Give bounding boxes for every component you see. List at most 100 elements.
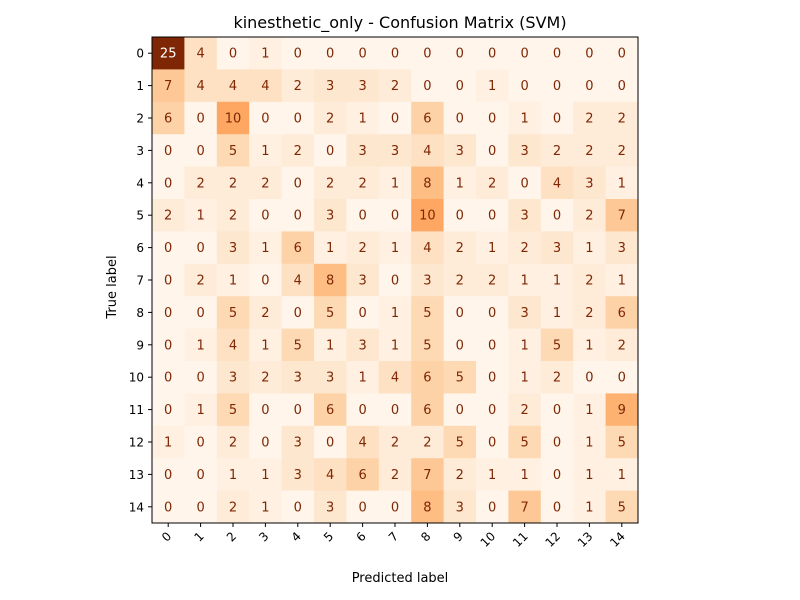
cell-value-10-7: 4 bbox=[391, 371, 399, 386]
cell-value-8-5: 5 bbox=[326, 306, 334, 321]
y-tick-label-3: 3 bbox=[136, 144, 144, 158]
cell-value-12-13: 1 bbox=[585, 436, 593, 451]
heatmap-cell-4-9 bbox=[443, 166, 477, 200]
cell-value-12-1: 0 bbox=[196, 436, 204, 451]
heatmap-cell-6-8 bbox=[411, 231, 445, 265]
heatmap-cell-8-0 bbox=[152, 296, 185, 330]
heatmap-cell-12-10 bbox=[476, 425, 509, 459]
heatmap-cell-8-3 bbox=[249, 296, 283, 330]
cell-value-2-11: 1 bbox=[520, 112, 528, 127]
heatmap-cell-10-11 bbox=[508, 361, 542, 394]
heatmap-cell-2-11 bbox=[508, 101, 542, 135]
cell-value-5-8: 10 bbox=[419, 209, 436, 224]
heatmap-cell-1-2 bbox=[216, 69, 250, 103]
heatmap-cell-13-10 bbox=[476, 458, 509, 492]
heatmap-cell-10-3 bbox=[249, 361, 283, 394]
heatmap-cell-2-10 bbox=[476, 101, 509, 135]
heatmap-cell-7-7 bbox=[378, 263, 412, 297]
heatmap-cell-4-8 bbox=[411, 166, 445, 200]
cell-value-2-9: 0 bbox=[456, 112, 464, 127]
heatmap-cell-11-4 bbox=[281, 393, 315, 427]
heatmap-cell-11-14 bbox=[605, 393, 639, 427]
heatmap-cell-5-14 bbox=[605, 199, 639, 232]
cell-value-4-8: 8 bbox=[423, 176, 431, 191]
heatmap-cell-4-5 bbox=[314, 166, 347, 200]
cell-value-10-10: 0 bbox=[488, 371, 496, 386]
cell-value-14-12: 0 bbox=[553, 500, 561, 515]
y-tick-label-0: 0 bbox=[136, 47, 144, 61]
heatmap-cell-8-9 bbox=[443, 296, 477, 330]
heatmap-cell-3-1 bbox=[184, 134, 218, 168]
heatmap-cell-6-13 bbox=[573, 231, 607, 265]
heatmap-cell-11-8 bbox=[411, 393, 445, 427]
cell-value-14-10: 0 bbox=[488, 500, 496, 515]
cell-value-3-9: 3 bbox=[456, 144, 464, 159]
heatmap-cell-12-3 bbox=[249, 425, 283, 459]
heatmap-cell-12-13 bbox=[573, 425, 607, 459]
heatmap-cell-2-3 bbox=[249, 101, 283, 135]
cell-value-6-14: 3 bbox=[618, 241, 626, 256]
cell-value-13-2: 1 bbox=[229, 468, 237, 483]
heatmap-cell-6-1 bbox=[184, 231, 218, 265]
y-tick-label-5: 5 bbox=[136, 209, 144, 223]
cell-value-10-9: 5 bbox=[456, 371, 464, 386]
cell-value-5-2: 2 bbox=[229, 209, 237, 224]
heatmap-cell-9-13 bbox=[573, 328, 607, 362]
cell-value-1-11: 0 bbox=[520, 79, 528, 94]
cell-value-13-8: 7 bbox=[423, 468, 431, 483]
heatmap-cell-11-0 bbox=[152, 393, 185, 427]
heatmap-cell-4-13 bbox=[573, 166, 607, 200]
heatmap-cell-2-7 bbox=[378, 101, 412, 135]
cell-value-7-9: 2 bbox=[456, 274, 464, 289]
heatmap-cell-7-6 bbox=[346, 263, 380, 297]
cell-value-3-13: 2 bbox=[585, 144, 593, 159]
cell-value-1-6: 3 bbox=[358, 79, 366, 94]
heatmap-cell-1-13 bbox=[573, 69, 607, 103]
heatmap-cell-5-13 bbox=[573, 199, 607, 232]
cell-value-9-5: 1 bbox=[326, 338, 334, 353]
heatmap-cell-8-8 bbox=[411, 296, 445, 330]
cell-value-8-12: 1 bbox=[553, 306, 561, 321]
heatmap-cell-2-0 bbox=[152, 101, 185, 135]
x-axis-ticks: 0 1 2 3 4 5 6 7 8 9 10 11 12 13 14 bbox=[159, 523, 628, 550]
heatmap-cell-13-1 bbox=[184, 458, 218, 492]
heatmap-cell-6-5 bbox=[314, 231, 347, 265]
x-tick-label-1: 1 bbox=[191, 529, 206, 544]
cell-value-13-6: 6 bbox=[358, 468, 366, 483]
cell-value-7-5: 8 bbox=[326, 274, 334, 289]
cell-value-2-2: 10 bbox=[225, 112, 242, 127]
cell-value-4-5: 2 bbox=[326, 176, 334, 191]
cell-value-1-1: 4 bbox=[196, 79, 204, 94]
cell-value-9-7: 1 bbox=[391, 338, 399, 353]
cell-value-2-7: 0 bbox=[391, 112, 399, 127]
heatmap-cell-13-5 bbox=[314, 458, 347, 492]
cell-value-0-9: 0 bbox=[456, 47, 464, 62]
heatmap-cell-0-6 bbox=[346, 37, 380, 70]
cell-value-0-2: 0 bbox=[229, 47, 237, 62]
cell-value-0-12: 0 bbox=[553, 47, 561, 62]
heatmap-cell-9-4 bbox=[281, 328, 315, 362]
cell-value-1-9: 0 bbox=[456, 79, 464, 94]
heatmap-cell-0-8 bbox=[411, 37, 445, 70]
heatmap-cell-7-14 bbox=[605, 263, 639, 297]
heatmap-cell-13-2 bbox=[216, 458, 250, 492]
cell-value-6-7: 1 bbox=[391, 241, 399, 256]
heatmap-cell-0-10 bbox=[476, 37, 509, 70]
heatmap-cell-11-10 bbox=[476, 393, 509, 427]
heatmap-cell-8-6 bbox=[346, 296, 380, 330]
cell-value-6-9: 2 bbox=[456, 241, 464, 256]
heatmap-cell-8-5 bbox=[314, 296, 347, 330]
heatmap-cell-0-5 bbox=[314, 37, 347, 70]
cell-value-6-12: 3 bbox=[553, 241, 561, 256]
heatmap-cell-10-10 bbox=[476, 361, 509, 394]
cell-value-14-8: 8 bbox=[423, 500, 431, 515]
heatmap-cell-5-5 bbox=[314, 199, 347, 232]
cell-value-14-4: 0 bbox=[294, 500, 302, 515]
heatmap-cell-5-3 bbox=[249, 199, 283, 232]
heatmap-cell-2-9 bbox=[443, 101, 477, 135]
heatmap-cell-13-14 bbox=[605, 458, 639, 492]
heatmap-cell-12-12 bbox=[540, 425, 574, 459]
heatmap-cell-9-9 bbox=[443, 328, 477, 362]
heatmap-cell-10-6 bbox=[346, 361, 380, 394]
heatmap-cell-13-9 bbox=[443, 458, 477, 492]
